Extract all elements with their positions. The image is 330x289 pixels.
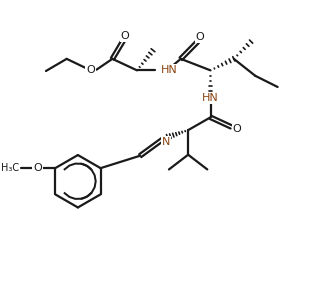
Text: H₃C: H₃C [1,163,19,173]
Text: O: O [120,31,129,41]
Text: O: O [86,65,95,75]
Text: HN: HN [161,65,178,75]
Text: O: O [33,163,42,173]
Text: HN: HN [202,93,219,103]
Text: N: N [162,137,170,147]
Text: O: O [233,123,242,134]
Text: O: O [196,32,204,42]
